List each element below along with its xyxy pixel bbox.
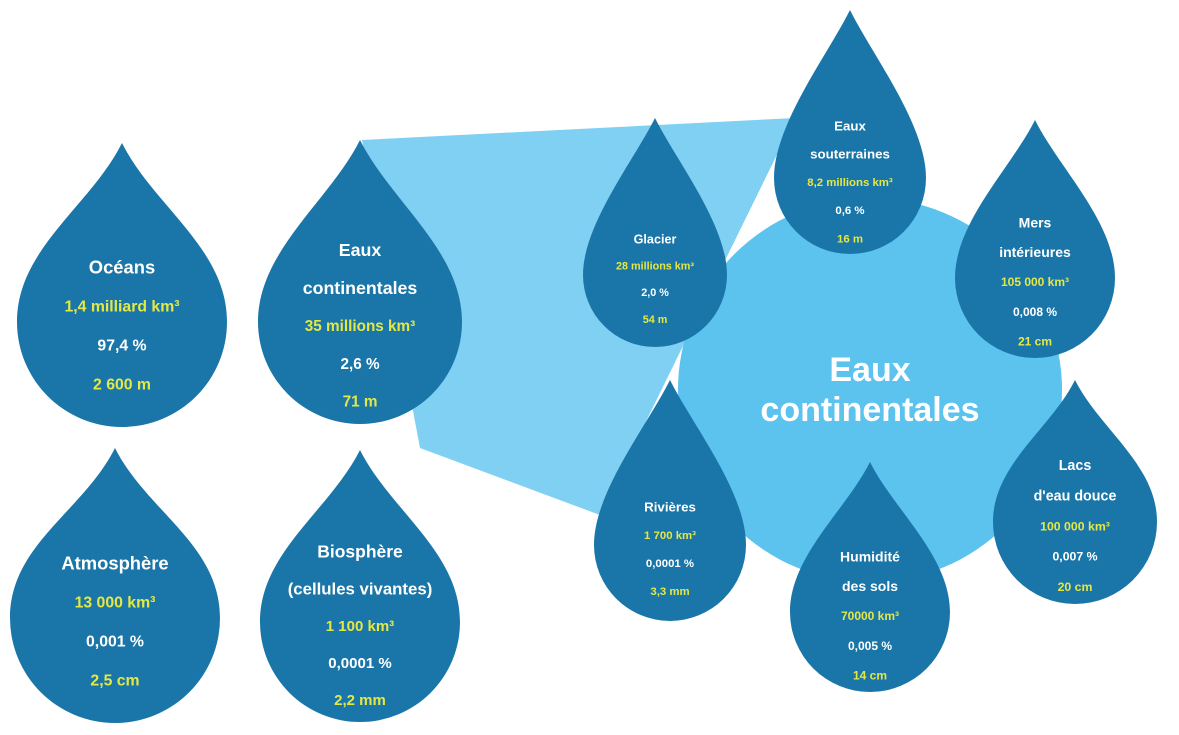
drop-percent: 2,0 % — [641, 287, 669, 299]
drop-percent: 0,005 % — [848, 639, 892, 653]
drop-title: Lacs — [1059, 458, 1092, 474]
drop-depth: 14 cm — [853, 668, 887, 682]
center-label: Eaux — [829, 351, 910, 389]
drop-volume: 13 000 km³ — [75, 595, 156, 612]
drop-percent: 0,0001 % — [646, 558, 694, 570]
drop — [10, 448, 220, 723]
drop-title: Atmosphère — [61, 553, 168, 574]
drop — [993, 380, 1157, 604]
drop-percent: 97,4 % — [97, 338, 146, 355]
drop-depth: 20 cm — [1058, 580, 1093, 594]
drop-title: Glacier — [634, 232, 677, 246]
drop-title: d'eau douce — [1034, 488, 1117, 504]
drop-title: souterraines — [810, 146, 890, 161]
center-label: continentales — [760, 391, 979, 429]
drop-depth: 2,2 mm — [334, 692, 386, 709]
drop-depth: 2 600 m — [93, 376, 151, 393]
drop — [774, 10, 926, 254]
drop-volume: 28 millions km³ — [616, 261, 694, 273]
drop-title: des sols — [842, 578, 898, 594]
drop-title: Mers — [1019, 215, 1052, 231]
drop — [790, 462, 950, 692]
drop-volume: 8,2 millions km³ — [807, 177, 893, 189]
drop-title: Eaux — [339, 240, 382, 260]
drop-volume: 1,4 milliard km³ — [64, 299, 179, 316]
drop-title: Eaux — [834, 118, 866, 133]
drop-title: Biosphère — [317, 542, 403, 562]
drop-title: continentales — [303, 278, 418, 298]
drop-percent: 0,0001 % — [328, 655, 391, 672]
drop-depth: 16 m — [837, 233, 863, 245]
drop-depth: 54 m — [643, 314, 668, 326]
drop-title: Océans — [89, 257, 155, 278]
drop-volume: 100 000 km³ — [1040, 519, 1110, 533]
drop-title: Rivières — [644, 499, 696, 514]
drop-volume: 35 millions km³ — [305, 318, 416, 335]
drop-depth: 2,5 cm — [90, 672, 139, 689]
drop — [260, 450, 460, 722]
drop-percent: 0,007 % — [1052, 550, 1097, 564]
drop-title: (cellules vivantes) — [288, 579, 433, 598]
drop-volume: 1 700 km³ — [644, 530, 696, 542]
drop-volume: 105 000 km³ — [1001, 275, 1069, 289]
drop-volume: 70000 km³ — [841, 609, 899, 623]
drop — [955, 120, 1115, 358]
drop-depth: 71 m — [343, 394, 378, 411]
drop-percent: 0,008 % — [1013, 305, 1057, 319]
drop — [258, 140, 462, 424]
drop-percent: 2,6 % — [340, 356, 380, 373]
drop — [594, 380, 746, 621]
drop — [17, 143, 227, 427]
drop-depth: 3,3 mm — [650, 586, 689, 598]
drop-title: Humidité — [840, 549, 900, 565]
drop-depth: 21 cm — [1018, 334, 1052, 348]
drop-percent: 0,001 % — [86, 634, 144, 651]
drop-volume: 1 100 km³ — [326, 618, 394, 635]
drop-title: intérieures — [999, 244, 1071, 260]
drop — [583, 118, 727, 347]
drop-percent: 0,6 % — [835, 205, 864, 217]
